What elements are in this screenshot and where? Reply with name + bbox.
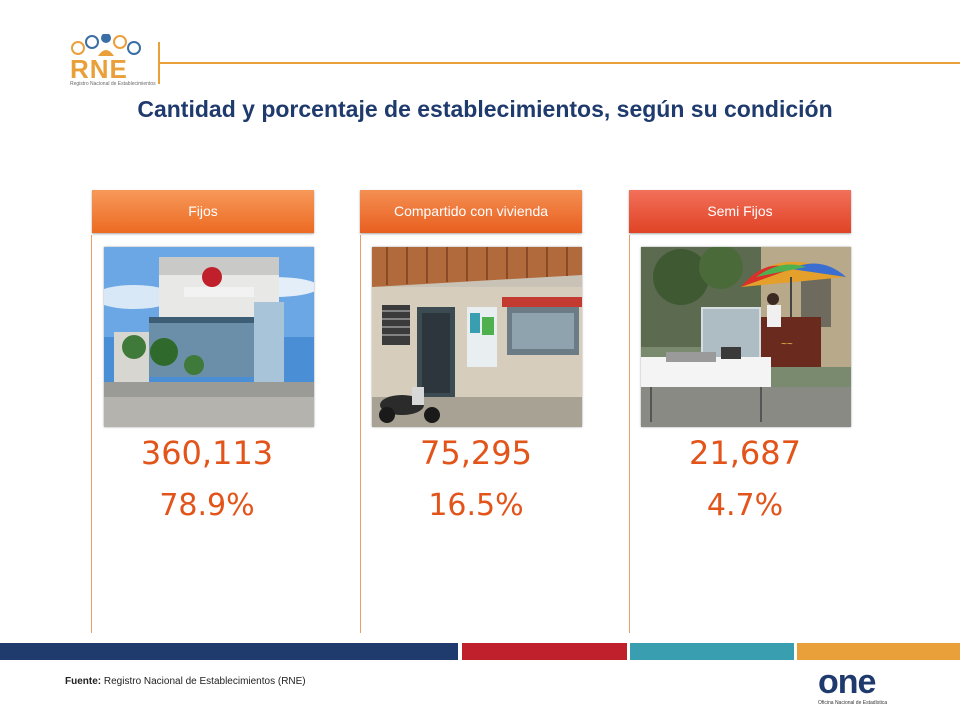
footer-bar-teal <box>630 643 794 660</box>
column-divider <box>629 235 630 633</box>
tab-semi-fijos: Semi Fijos <box>629 190 851 233</box>
page-title: Cantidad y porcentaje de establecimiento… <box>137 96 833 122</box>
percent-compartido-con-vivienda: 16.5% <box>428 488 524 523</box>
shopping-mall-photo <box>104 247 314 427</box>
percent-semi-fijos: 4.7% <box>706 488 784 523</box>
one-logo-subtitle: Oficina Nacional de Estadística <box>818 700 888 706</box>
count-fijos: 360,113 <box>140 434 274 472</box>
count-semi-fijos: 21,687 <box>689 434 801 472</box>
tab-compartido-con-vivienda: Compartido con vivienda <box>360 190 582 233</box>
tab-fijos: Fijos <box>92 190 314 233</box>
house-shop-photo <box>372 247 582 427</box>
column-divider <box>91 235 92 633</box>
svg-text:~~: ~~ <box>781 339 793 350</box>
logo-subtitle: Registro Nacional de Establecimientos <box>70 81 156 87</box>
source-text: Registro Nacional de Establecimientos (R… <box>101 676 306 687</box>
rne-logo-emblem-icon <box>71 33 141 56</box>
footer-bar-orange <box>797 643 960 660</box>
rne-logo: RNE Registro Nacional de Establecimiento… <box>66 33 156 88</box>
count-compartido-con-vivienda: 75,295 <box>420 434 532 472</box>
street-stall-photo: ~~ <box>641 247 851 427</box>
source-note: Fuente: Registro Nacional de Establecimi… <box>65 676 306 687</box>
source-label: Fuente: <box>65 676 102 687</box>
header-line <box>158 62 960 64</box>
footer-bar-navy <box>0 643 458 660</box>
logo-text: RNE <box>70 54 128 84</box>
footer-bar-red <box>462 643 627 660</box>
percent-fijos: 78.9% <box>159 488 255 523</box>
one-logo-text: one <box>818 663 876 701</box>
column-divider <box>360 235 361 633</box>
one-logo: one Oficina Nacional de Estadística <box>818 664 902 708</box>
